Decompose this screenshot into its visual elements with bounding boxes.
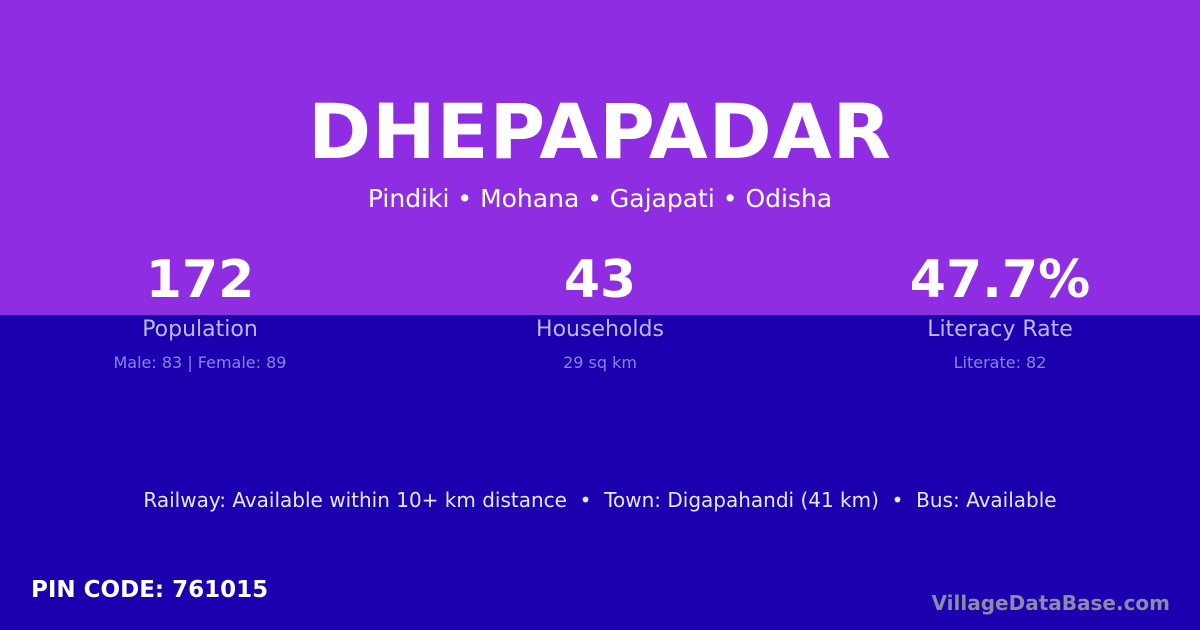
stat-label: Population: [142, 317, 258, 342]
stat-value: 172: [145, 250, 255, 310]
village-title: DHEPAPADAR: [307, 87, 893, 176]
location-breadcrumb: Pindiki • Mohana • Gajapati • Odisha: [367, 184, 833, 213]
stat-literacy: 47.7% Literacy Rate Literate: 82: [800, 248, 1200, 375]
stat-detail: Literate: 82: [953, 353, 1047, 372]
stat-detail: Male: 83 | Female: 89: [113, 353, 287, 372]
stat-households: 43 Households 29 sq km: [400, 248, 800, 375]
header-band: [0, 0, 1200, 315]
stat-population: 172 Population Male: 83 | Female: 89: [0, 248, 400, 375]
stat-value: 43: [563, 250, 637, 310]
stat-value: 47.7%: [909, 250, 1091, 310]
stat-detail: 29 sq km: [563, 353, 637, 372]
stat-label: Literacy Rate: [927, 317, 1073, 342]
watermark: VillageDataBase.com: [931, 591, 1170, 615]
stat-label: Households: [536, 317, 664, 342]
connectivity-info: Railway: Available within 10+ km distanc…: [143, 488, 1057, 512]
pin-code: PIN CODE: 761015: [31, 577, 269, 603]
